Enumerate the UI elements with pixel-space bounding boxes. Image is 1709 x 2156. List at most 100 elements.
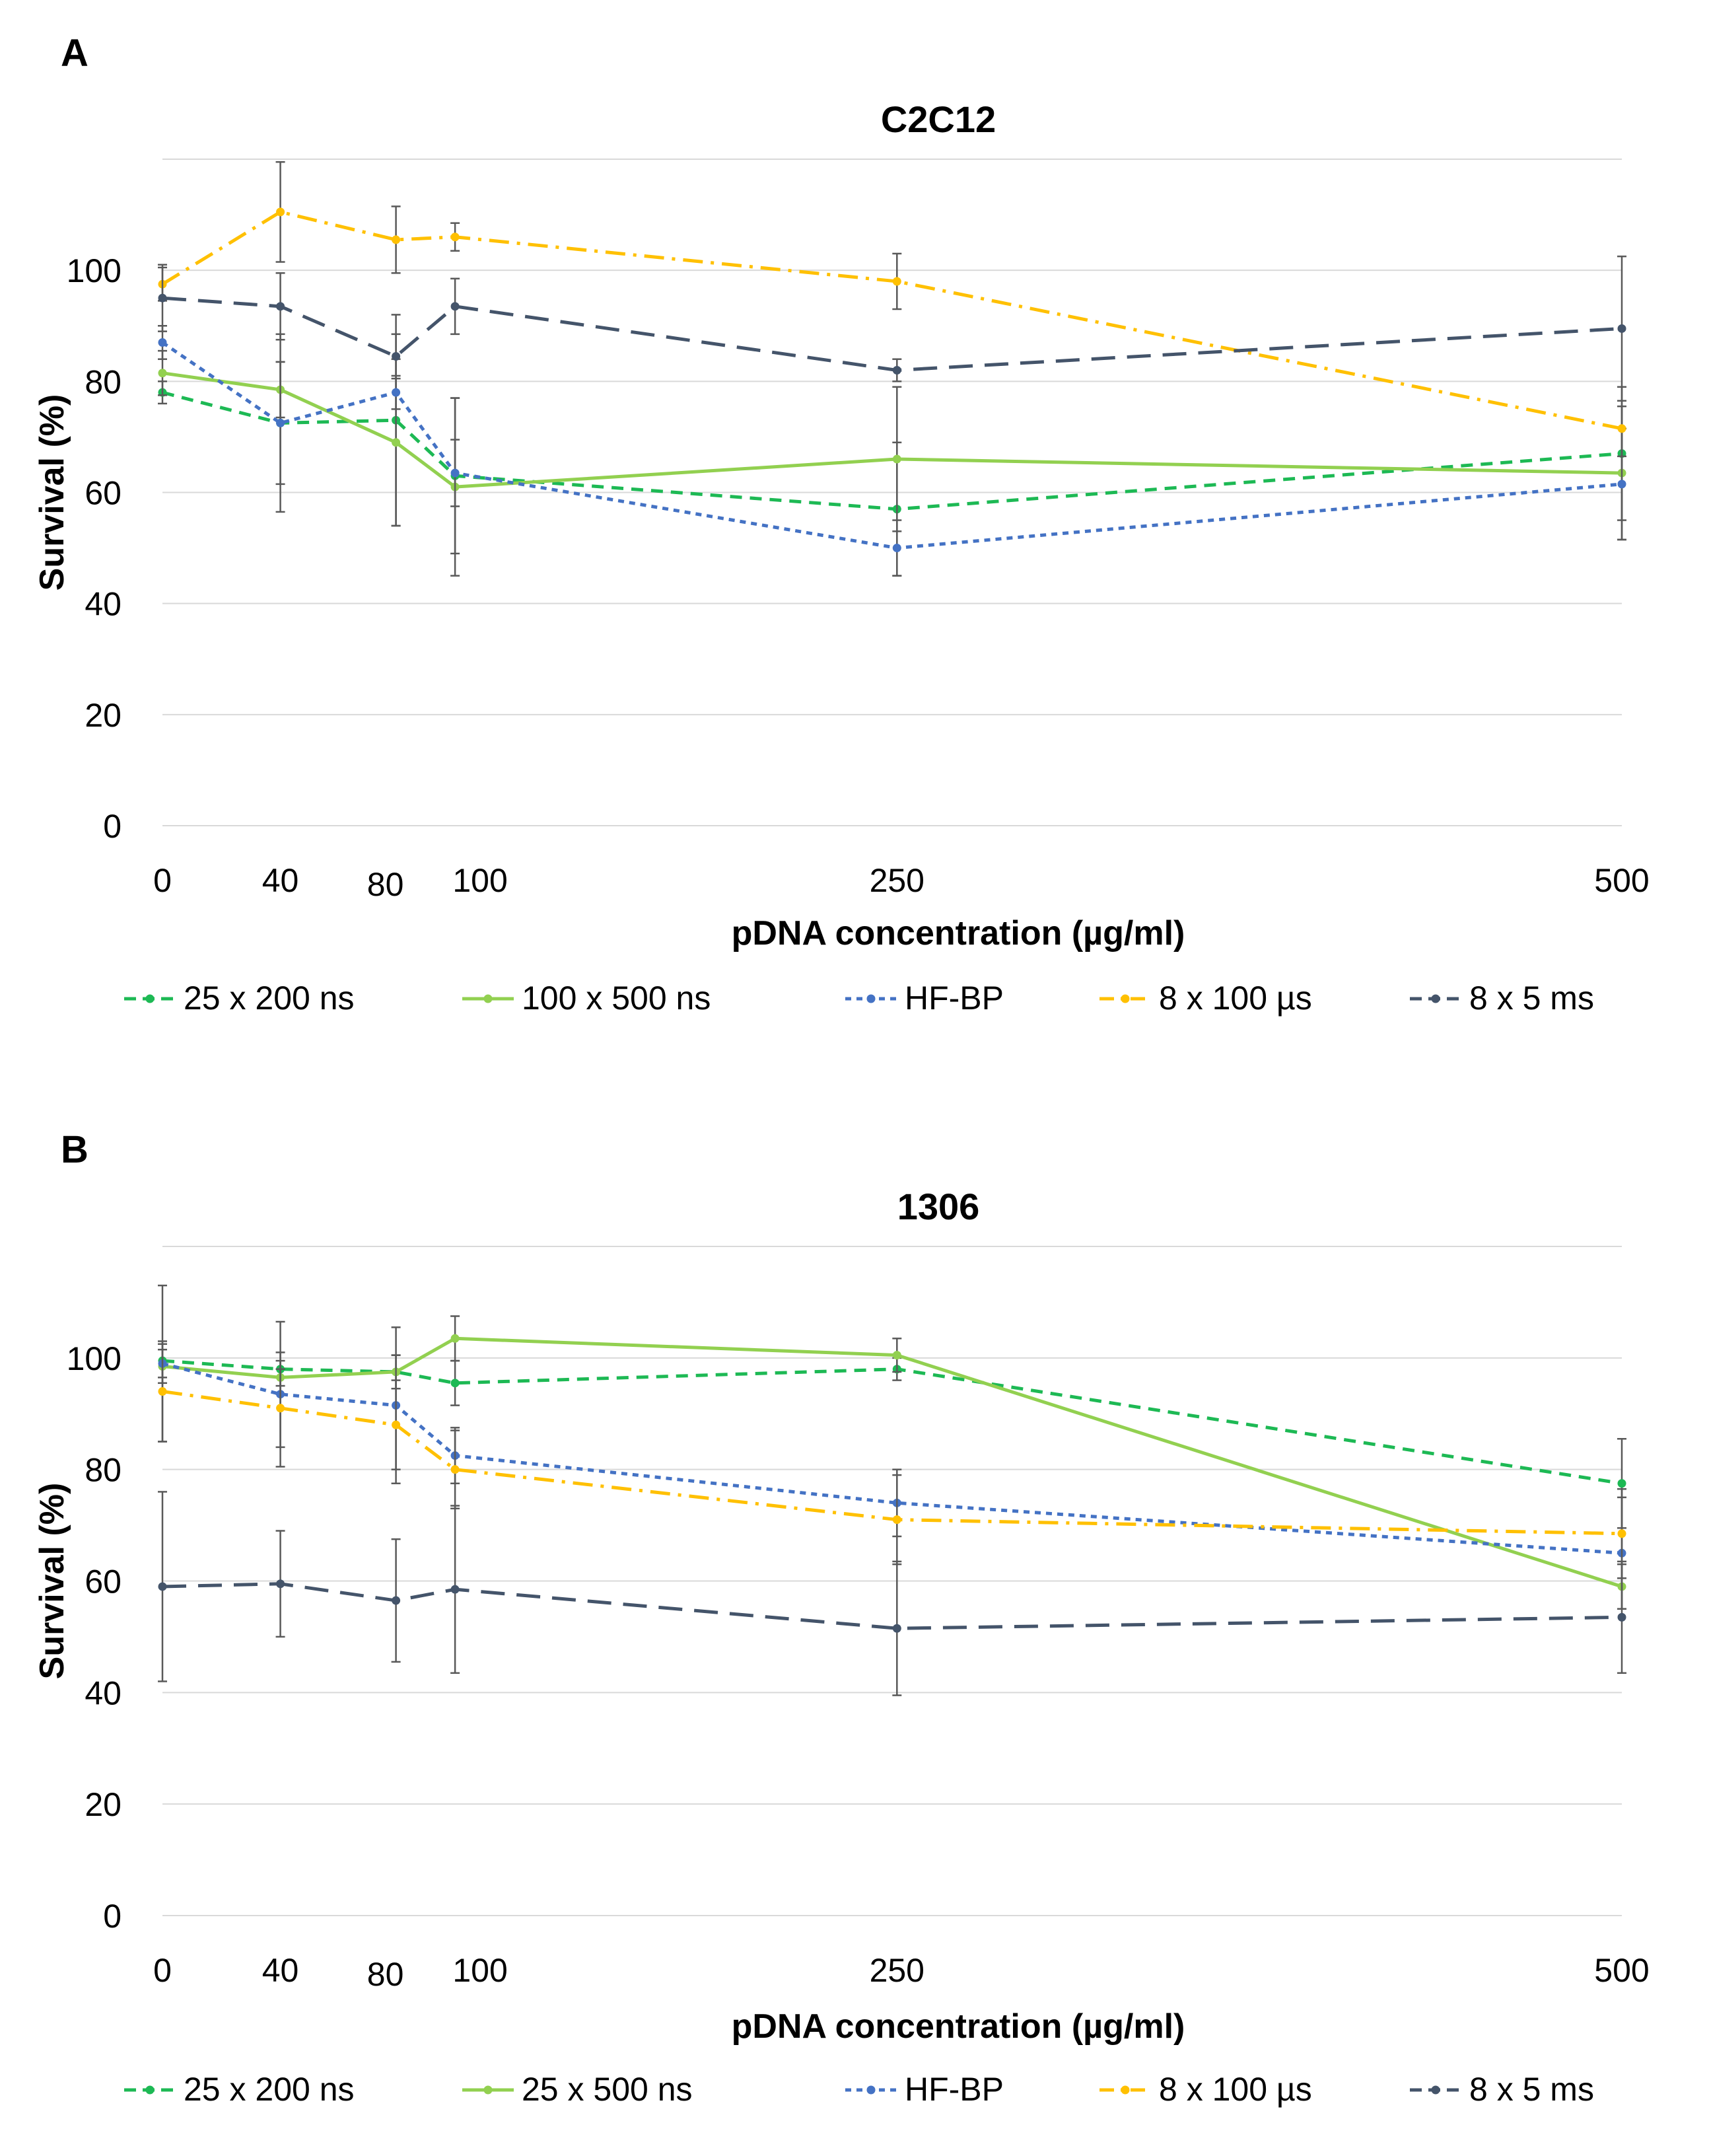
data-point (892, 277, 901, 286)
data-point (1617, 1479, 1626, 1488)
data-point (450, 1585, 460, 1594)
y-tick-label: 100 (67, 252, 122, 289)
y-axis-label: Survival (%) (33, 1483, 71, 1680)
legend-marker-2 (866, 994, 876, 1003)
legend-label-0: 25 x 200 ns (184, 980, 355, 1017)
x-tick-label: 80 (367, 866, 404, 903)
legend-label-3: 8 x 100 µs (1159, 2071, 1312, 2108)
x-tick-label: 250 (870, 862, 924, 899)
series-line (162, 1361, 1622, 1555)
data-point (892, 1624, 901, 1633)
y-tick-label: 0 (103, 1898, 122, 1935)
y-tick-label: 100 (67, 1340, 122, 1377)
data-point (392, 351, 401, 361)
legend-marker-3 (1121, 2085, 1130, 2095)
series-4 (158, 1491, 1626, 1696)
legend-marker-1 (483, 994, 493, 1003)
x-tick-label: 0 (153, 862, 172, 899)
data-point (450, 302, 460, 311)
y-axis-label: Survival (%) (33, 394, 71, 591)
legend-label-4: 8 x 5 ms (1469, 2071, 1594, 2108)
y-tick-label: 60 (85, 1563, 122, 1600)
series-line (162, 1336, 1622, 1589)
data-point (892, 366, 901, 375)
chart-1306: 1306 0 20 40 60 80 100 0 40 80 100 250 500 pDNA conce… (33, 1186, 1650, 2108)
data-point (450, 233, 460, 242)
data-point (158, 1386, 167, 1396)
legend-label-2: HF-BP (905, 2071, 1004, 2108)
chart-c2c12: C2C12 0 20 40 60 80 100 0 40 80 100 250 500 pDNA conc… (33, 98, 1650, 1017)
data-point (276, 418, 285, 427)
series-3 (158, 161, 1626, 458)
panel-letter-a: A (61, 32, 88, 75)
legend-marker-4 (1431, 994, 1440, 1003)
legend-label-3: 8 x 100 µs (1159, 980, 1312, 1017)
x-tick-label: 40 (262, 862, 299, 899)
y-tick-label: 80 (85, 363, 122, 400)
x-tick-label: 100 (452, 862, 507, 899)
chart-title: C2C12 (881, 98, 996, 140)
series-0 (158, 314, 1626, 577)
x-tick-label: 250 (870, 1952, 924, 1989)
data-point (276, 1404, 285, 1413)
data-point (158, 369, 167, 378)
series-2 (158, 1284, 1626, 1610)
panel-letter-b: B (61, 1128, 88, 1171)
series-line (162, 296, 1622, 373)
data-point (276, 1579, 285, 1589)
data-point (1617, 324, 1626, 333)
data-point (1617, 424, 1626, 433)
data-point (892, 454, 901, 464)
data-point (276, 302, 285, 311)
x-tick-label: 40 (262, 1952, 299, 1989)
legend-label-2: HF-BP (905, 980, 1004, 1017)
data-point (158, 338, 167, 347)
data-point (392, 1420, 401, 1429)
data-point (1617, 1612, 1626, 1622)
legend-marker-1 (483, 2085, 493, 2095)
data-point (450, 1379, 460, 1388)
data-point (892, 544, 901, 553)
series-line (162, 1582, 1622, 1630)
x-axis-label: pDNA concentration (µg/ml) (732, 914, 1185, 952)
series-line (161, 210, 1622, 431)
series-4 (158, 255, 1626, 402)
data-point (450, 468, 460, 478)
data-point (892, 1351, 901, 1360)
data-point (276, 207, 285, 217)
y-tick-label: 80 (85, 1452, 122, 1489)
series-line (161, 341, 1622, 550)
chart-title: 1306 (897, 1186, 980, 1227)
data-point (158, 293, 167, 303)
data-point (450, 1334, 460, 1343)
x-tick-label: 100 (452, 1952, 507, 1989)
legend-label-1: 25 x 500 ns (522, 2071, 693, 2108)
data-point (392, 235, 401, 244)
y-tick-label: 60 (85, 475, 122, 512)
legend-marker-4 (1431, 2085, 1440, 2095)
series-2 (158, 325, 1626, 577)
data-point (392, 1596, 401, 1605)
y-tick-label: 40 (85, 1674, 122, 1711)
x-tick-label: 80 (367, 1956, 404, 1993)
series-1 (158, 1315, 1626, 1610)
series-line (162, 1390, 1622, 1536)
legend-label-0: 25 x 200 ns (184, 2071, 355, 2108)
x-tick-label: 500 (1594, 1952, 1649, 1989)
y-tick-label: 40 (85, 586, 122, 623)
y-tick-label: 0 (103, 808, 122, 845)
data-point (892, 1515, 901, 1525)
legend-marker-2 (866, 2085, 876, 2095)
x-tick-label: 500 (1594, 862, 1649, 899)
data-point (1617, 1529, 1626, 1538)
legend-label-4: 8 x 5 ms (1469, 980, 1594, 1017)
legend-label-1: 100 x 500 ns (522, 980, 711, 1017)
series-line (162, 371, 1622, 489)
series-line (162, 1359, 1622, 1486)
data-point (1617, 480, 1626, 489)
data-point (450, 1465, 460, 1474)
series-1 (158, 349, 1626, 577)
y-tick-label: 20 (85, 697, 122, 734)
y-tick-label: 20 (85, 1786, 122, 1823)
